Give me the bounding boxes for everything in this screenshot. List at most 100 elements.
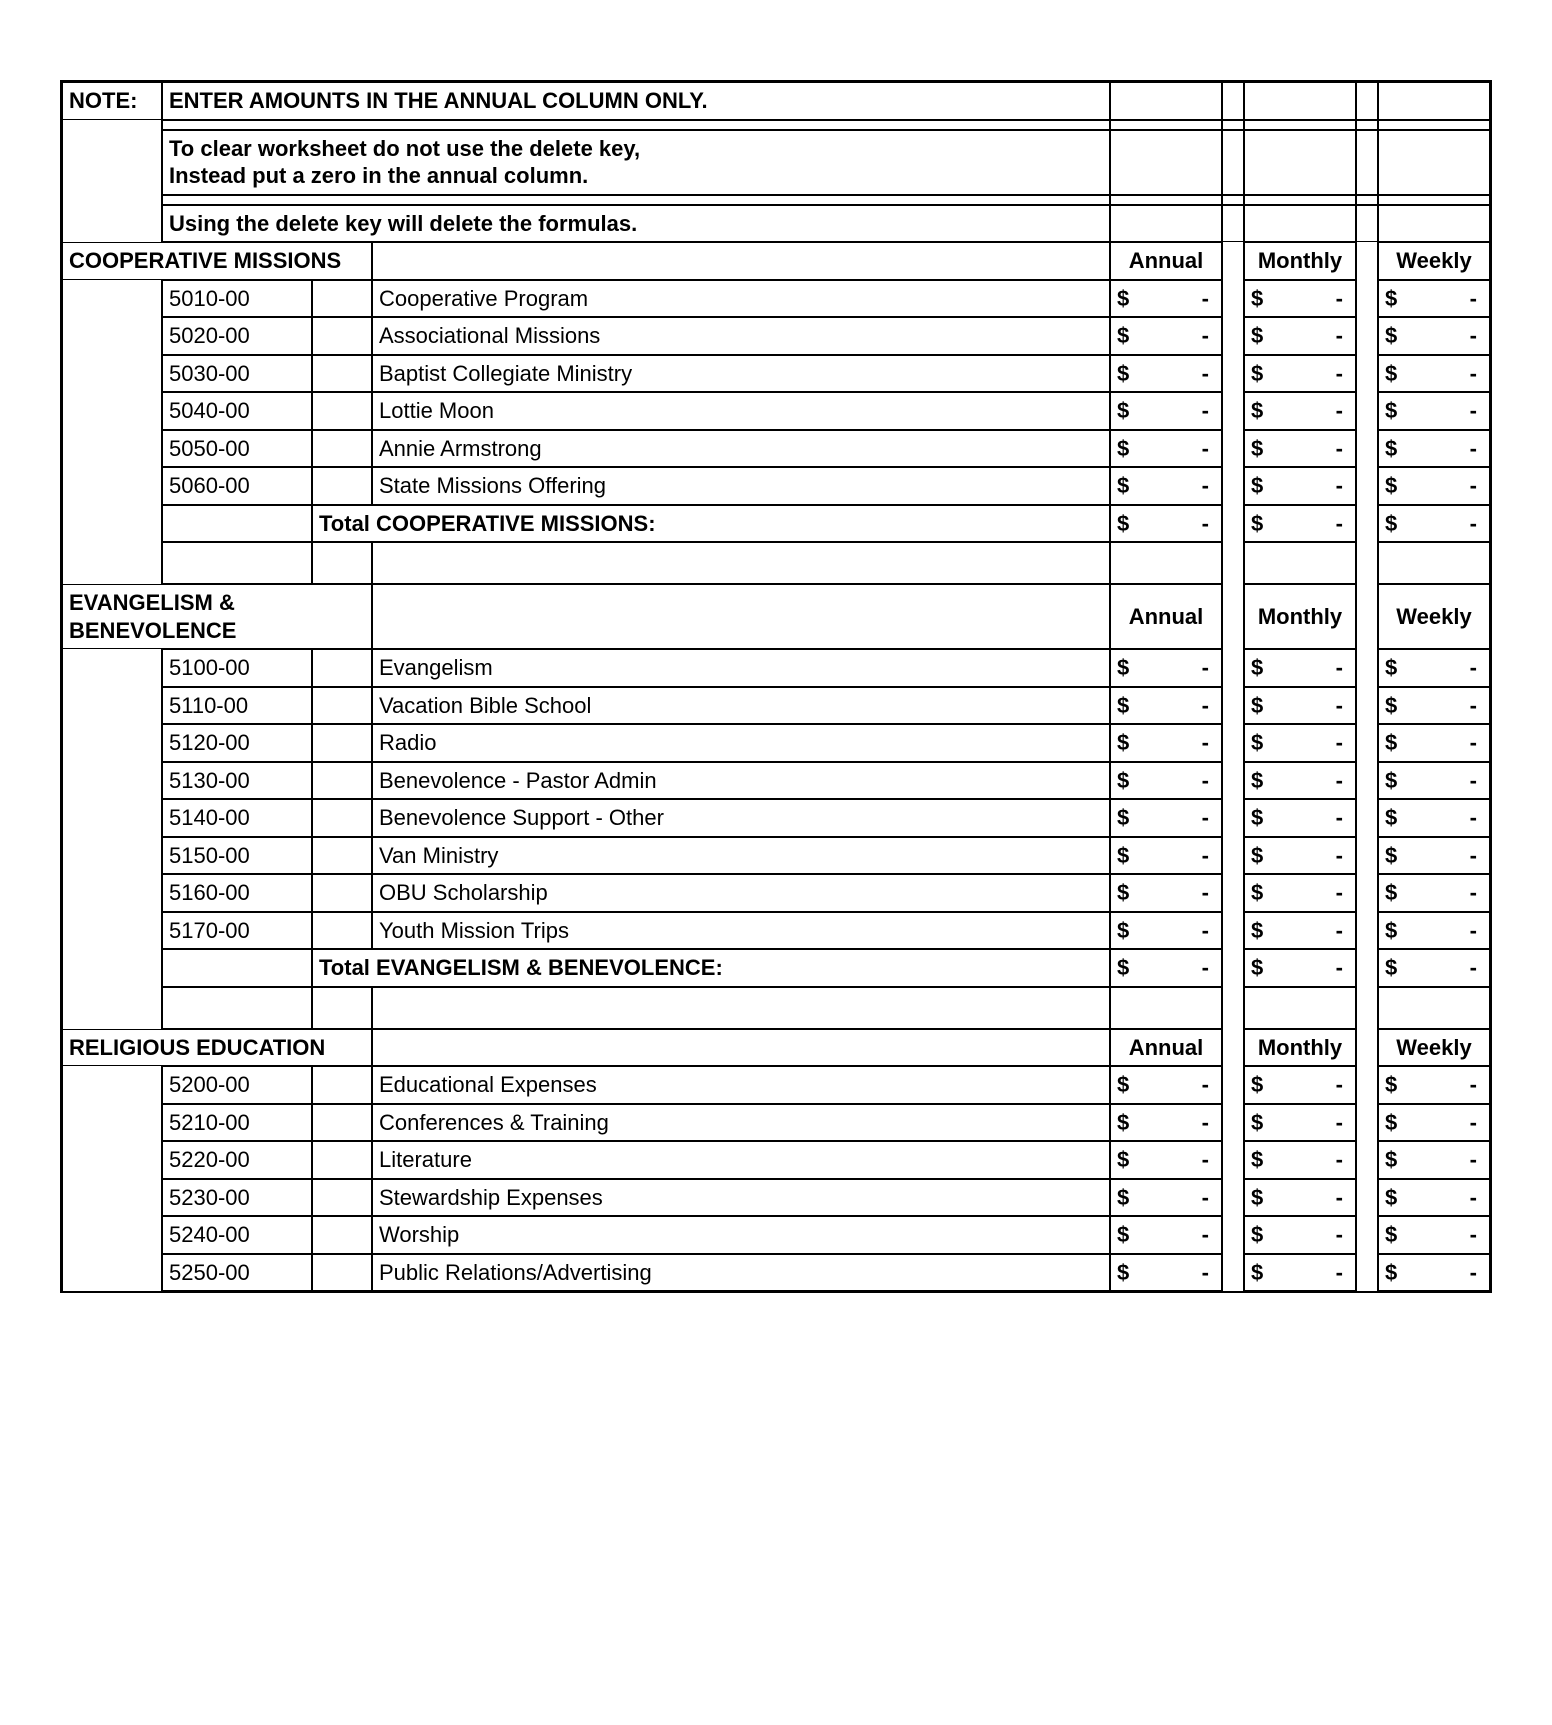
amount-cell[interactable]: $-	[1110, 799, 1222, 837]
currency-symbol: $	[1385, 1109, 1397, 1137]
account-description: State Missions Offering	[372, 467, 1110, 505]
amount-value: -	[1470, 804, 1483, 832]
account-code: 5210-00	[162, 1104, 312, 1142]
amount-cell[interactable]: $-	[1110, 687, 1222, 725]
account-code: 5230-00	[162, 1179, 312, 1217]
gap-cell	[1356, 1141, 1378, 1179]
gap-cell	[1356, 799, 1378, 837]
currency-symbol: $	[1117, 917, 1129, 945]
currency-symbol: $	[1251, 285, 1263, 313]
amount-cell[interactable]: $-	[1110, 467, 1222, 505]
amount-value: -	[1470, 360, 1483, 388]
amount-value: -	[1202, 472, 1215, 500]
currency-symbol: $	[1117, 692, 1129, 720]
amount-value: -	[1202, 360, 1215, 388]
amount-cell[interactable]: $-	[1110, 1141, 1222, 1179]
account-description: Evangelism	[372, 649, 1110, 687]
account-description: Educational Expenses	[372, 1066, 1110, 1104]
gap-cell	[1222, 1216, 1244, 1254]
amount-value: -	[1470, 729, 1483, 757]
amount-value: -	[1336, 954, 1349, 982]
line-item-row: 5220-00Literature$-$-$-	[62, 1141, 1490, 1179]
account-code: 5200-00	[162, 1066, 312, 1104]
gap-cell	[1222, 687, 1244, 725]
account-code: 5170-00	[162, 912, 312, 950]
amount-cell: $-	[1378, 762, 1490, 800]
amount-cell: $-	[1378, 874, 1490, 912]
account-description: Lottie Moon	[372, 392, 1110, 430]
amount-cell[interactable]: $-	[1110, 280, 1222, 318]
amount-cell[interactable]: $-	[1110, 649, 1222, 687]
gap-cell	[1356, 1254, 1378, 1292]
empty-cell	[1378, 987, 1490, 1029]
currency-symbol: $	[1117, 285, 1129, 313]
gap-cell	[1222, 649, 1244, 687]
amount-cell[interactable]: $-	[1110, 1254, 1222, 1292]
currency-symbol: $	[1251, 397, 1263, 425]
empty-cell	[312, 392, 372, 430]
amount-cell[interactable]: $-	[1110, 912, 1222, 950]
amount-cell[interactable]: $-	[1110, 355, 1222, 393]
amount-value: -	[1202, 1146, 1215, 1174]
amount-cell: $-	[1378, 430, 1490, 468]
amount-cell[interactable]: $-	[1110, 430, 1222, 468]
amount-cell[interactable]: $-	[1110, 1216, 1222, 1254]
currency-symbol: $	[1385, 1071, 1397, 1099]
amount-cell: $-	[1244, 1254, 1356, 1292]
empty-cell	[62, 1254, 162, 1292]
currency-symbol: $	[1117, 1109, 1129, 1137]
empty-cell	[1356, 82, 1378, 120]
amount-value: -	[1470, 435, 1483, 463]
amount-value: -	[1202, 842, 1215, 870]
amount-value: -	[1470, 1146, 1483, 1174]
currency-symbol: $	[1117, 1071, 1129, 1099]
amount-cell[interactable]: $-	[1110, 317, 1222, 355]
amount-cell[interactable]: $-	[1110, 1179, 1222, 1217]
amount-value: -	[1470, 654, 1483, 682]
amount-cell: $-	[1378, 280, 1490, 318]
amount-value: -	[1470, 1221, 1483, 1249]
account-description: Benevolence - Pastor Admin	[372, 762, 1110, 800]
amount-cell[interactable]: $-	[1110, 392, 1222, 430]
amount-value: -	[1202, 285, 1215, 313]
amount-value: -	[1470, 692, 1483, 720]
note-label: NOTE:	[62, 82, 162, 120]
section-total-label: Total COOPERATIVE MISSIONS:	[312, 505, 1110, 543]
amount-cell[interactable]: $-	[1110, 1104, 1222, 1142]
currency-symbol: $	[1385, 917, 1397, 945]
amount-value: -	[1202, 435, 1215, 463]
amount-cell: $-	[1378, 1066, 1490, 1104]
amount-cell: $-	[1244, 762, 1356, 800]
amount-cell[interactable]: $-	[1110, 762, 1222, 800]
amount-value: -	[1202, 917, 1215, 945]
amount-value: -	[1202, 654, 1215, 682]
amount-cell[interactable]: $-	[1110, 874, 1222, 912]
col-header-weekly: Weekly	[1378, 242, 1490, 280]
gap-cell	[1356, 687, 1378, 725]
empty-cell	[1244, 987, 1356, 1029]
empty-cell	[1110, 542, 1222, 584]
amount-value: -	[1470, 1109, 1483, 1137]
amount-value: -	[1336, 804, 1349, 832]
empty-cell	[1244, 542, 1356, 584]
empty-cell	[62, 874, 162, 912]
empty-cell	[312, 430, 372, 468]
line-item-row: 5240-00Worship$-$-$-	[62, 1216, 1490, 1254]
gap-cell	[1222, 584, 1244, 649]
amount-cell: $-	[1378, 799, 1490, 837]
account-code: 5140-00	[162, 799, 312, 837]
spacer-row	[62, 542, 1490, 584]
amount-cell[interactable]: $-	[1110, 724, 1222, 762]
amount-value: -	[1202, 804, 1215, 832]
account-description: Literature	[372, 1141, 1110, 1179]
amount-cell: $-	[1378, 1179, 1490, 1217]
empty-cell	[372, 584, 1110, 649]
amount-cell[interactable]: $-	[1110, 837, 1222, 875]
currency-symbol: $	[1117, 322, 1129, 350]
amount-cell: $-	[1378, 1141, 1490, 1179]
currency-symbol: $	[1385, 879, 1397, 907]
amount-cell[interactable]: $-	[1110, 1066, 1222, 1104]
gap-cell	[1356, 1216, 1378, 1254]
amount-value: -	[1470, 954, 1483, 982]
col-header-weekly: Weekly	[1378, 1029, 1490, 1067]
